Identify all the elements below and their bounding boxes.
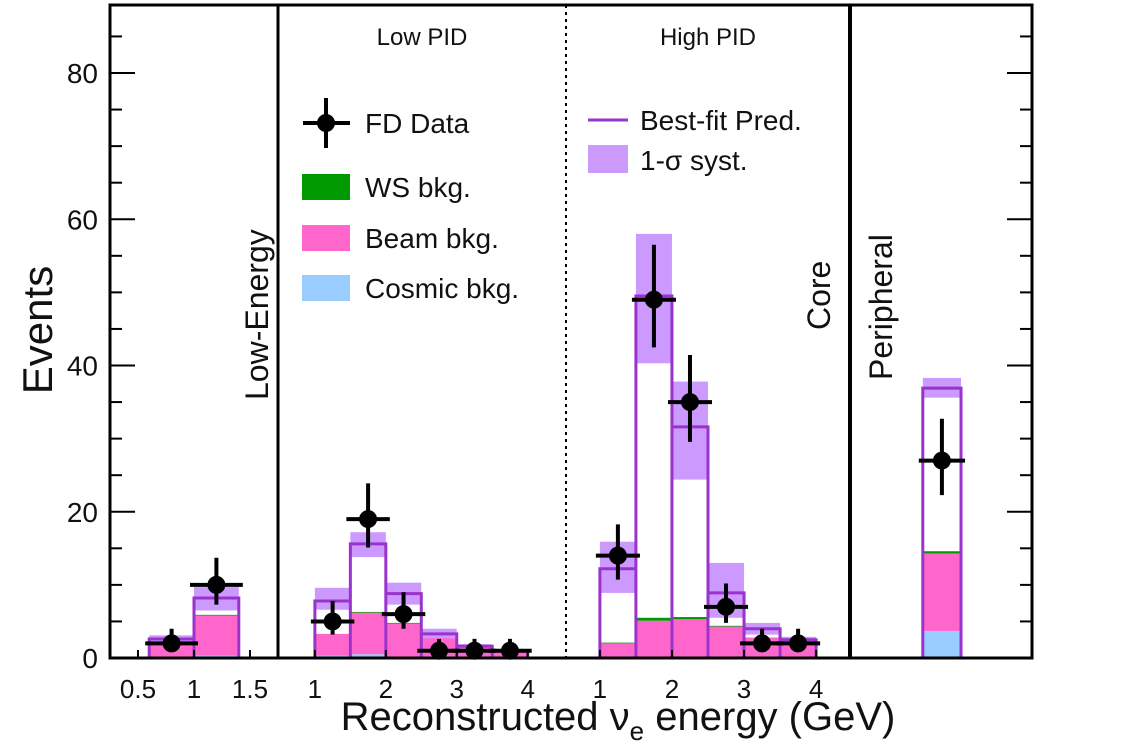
cosmic-bkg-bar (350, 654, 386, 658)
x-tick-label: 1.5 (232, 674, 268, 704)
x-tick-label: 1 (187, 674, 201, 704)
legend-data-label: FD Data (365, 108, 470, 139)
y-tick-label: 0 (82, 643, 98, 674)
panel-low-pid (278, 483, 566, 660)
panel-high-pid (566, 233, 850, 660)
y-tick-label: 80 (67, 58, 98, 89)
beam-bkg-bar (350, 612, 386, 655)
ws-bkg-bar (194, 614, 239, 616)
ws-bkg-bar (671, 617, 708, 620)
data-point (359, 510, 378, 529)
x-tick-label: 4 (809, 674, 823, 704)
beam-bkg-bar (314, 633, 351, 656)
data-point (162, 634, 181, 653)
data-point (207, 575, 226, 594)
beam-bkg-bar (599, 643, 636, 658)
data-point (465, 641, 484, 660)
data-point (680, 393, 699, 412)
beam-bkg-bar (922, 553, 962, 631)
y-tick-label: 60 (67, 204, 98, 235)
ws-bkg-bar (922, 551, 962, 554)
y-tick-label: 40 (67, 351, 98, 382)
panel-label-high-pid: High PID (660, 24, 756, 51)
y-axis-label: Events (14, 266, 61, 394)
panel-label-core: Core (801, 261, 837, 330)
data-point (500, 641, 519, 660)
legend-pred-label: Best-fit Pred. (640, 105, 802, 136)
x-tick-label: 1 (593, 674, 607, 704)
panel-low-energy (110, 557, 278, 660)
data-point (394, 605, 413, 624)
x-tick-label: 2 (379, 674, 393, 704)
x-tick-label: 3 (450, 674, 464, 704)
legend-ws-label: WS bkg. (365, 172, 471, 203)
ws-bkg-bar (635, 617, 672, 621)
best-fit-prediction-line (110, 596, 278, 660)
beam-bkg-bar (708, 626, 745, 658)
legend-cosmic-swatch (302, 275, 350, 301)
legend: FD Data WS bkg. Beam bkg. Cosmic bkg. Best-f… (302, 98, 802, 304)
data-point (608, 546, 627, 565)
beam-bkg-bar (194, 615, 239, 656)
cosmic-bkg-bar (922, 630, 962, 658)
beam-bkg-bar (635, 620, 672, 658)
data-point (932, 451, 951, 470)
legend-beam-label: Beam bkg. (365, 223, 499, 254)
ws-bkg-bar (350, 611, 386, 613)
data-point (789, 634, 808, 653)
x-tick-label: 2 (665, 674, 679, 704)
y-tick-label: 20 (67, 497, 98, 528)
x-tick-label: 3 (737, 674, 751, 704)
x-tick-label: 1 (308, 674, 322, 704)
plot-frame (108, 3, 1034, 660)
legend-beam-swatch (302, 225, 350, 251)
syst-band (314, 587, 351, 610)
data-point (753, 634, 772, 653)
ws-bkg-bar (599, 642, 636, 644)
panel-label-low-energy: Low-Energy (239, 229, 275, 400)
legend-data-marker (317, 114, 335, 132)
beam-bkg-bar (385, 623, 422, 657)
legend-syst-swatch (588, 145, 628, 173)
data-point (717, 597, 736, 616)
panel-label-peripheral: Peripheral (863, 234, 899, 380)
panel-label-low-pid: Low PID (377, 24, 468, 51)
x-axis-label: Reconstructed νe energy (GeV) (341, 695, 896, 746)
data-point (644, 290, 663, 309)
data-point (323, 612, 342, 631)
beam-bkg-bar (671, 619, 708, 658)
x-tick-label: 4 (520, 674, 534, 704)
panel-peripheral (850, 377, 1032, 660)
legend-syst-label: 1-σ syst. (640, 145, 748, 176)
legend-cosmic-label: Cosmic bkg. (365, 273, 519, 304)
x-tick-label: 0.5 (120, 674, 156, 704)
data-point (430, 641, 449, 660)
legend-ws-swatch (302, 174, 350, 200)
best-fit-prediction-line (566, 294, 850, 660)
ws-bkg-bar (708, 625, 745, 627)
